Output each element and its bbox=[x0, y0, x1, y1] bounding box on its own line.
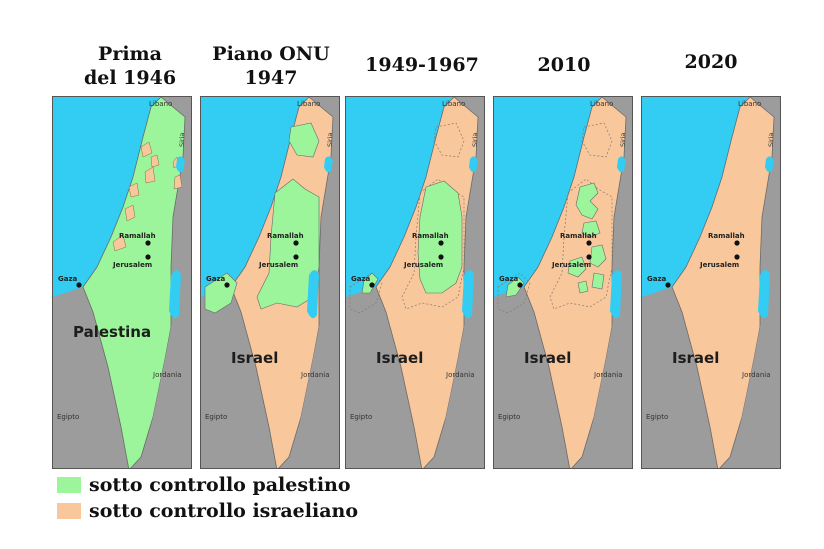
mediterranean-sea bbox=[642, 97, 750, 297]
ramallah-marker bbox=[438, 240, 444, 246]
label-ramallah: Ramallah bbox=[412, 232, 449, 240]
jerusalem-marker bbox=[586, 254, 592, 260]
label-ramallah: Ramallah bbox=[708, 232, 745, 240]
palestinian-zone-center bbox=[256, 178, 320, 310]
label-syria: Siria bbox=[619, 133, 627, 147]
legend-swatch-palestinian bbox=[57, 477, 81, 493]
israeli-controlled-area bbox=[671, 97, 775, 468]
label-ramallah: Ramallah bbox=[560, 232, 597, 240]
label-jerusalem: Jerusalem bbox=[112, 261, 152, 269]
label-palestine: Palestina bbox=[73, 323, 151, 341]
label-gaza: Gaza bbox=[58, 275, 78, 283]
label-israel: Israel bbox=[672, 349, 719, 367]
jerusalem-marker bbox=[734, 254, 740, 260]
label-egypt: Egipto bbox=[57, 413, 79, 421]
label-ramallah: Ramallah bbox=[267, 232, 304, 240]
label-gaza: Gaza bbox=[647, 275, 667, 283]
legend-swatch-israeli bbox=[57, 503, 81, 519]
palestinian-enclaves bbox=[567, 182, 607, 294]
label-jerusalem: Jerusalem bbox=[699, 261, 739, 269]
label-lebanon: Libano bbox=[590, 100, 613, 108]
map-panel-before-1946: Libano Siria Ramallah Jerusalem Gaza Pal… bbox=[52, 96, 192, 469]
sea-of-galilee bbox=[469, 156, 478, 173]
label-egypt: Egipto bbox=[646, 413, 668, 421]
label-gaza: Gaza bbox=[351, 275, 371, 283]
legend-israeli: sotto controllo israeliano bbox=[57, 500, 358, 522]
map-title-un-plan-1947: Piano ONU 1947 bbox=[212, 43, 330, 89]
sea-of-galilee bbox=[765, 156, 774, 173]
legend-label-palestinian: sotto controllo palestino bbox=[89, 474, 351, 496]
legend-label-israeli: sotto controllo israeliano bbox=[89, 500, 359, 522]
map-title-2020: 2020 bbox=[684, 51, 738, 73]
1947-plan-borders bbox=[349, 122, 465, 314]
label-jordan: Jordania bbox=[300, 371, 330, 379]
label-syria: Siria bbox=[326, 133, 334, 147]
label-jordan: Jordania bbox=[445, 371, 475, 379]
label-lebanon: Libano bbox=[442, 100, 465, 108]
ramallah-marker bbox=[293, 240, 299, 246]
ramallah-marker bbox=[734, 240, 740, 246]
map-panel-2020: Libano Siria Ramallah Jerusalem Gaza Isr… bbox=[641, 96, 781, 469]
dead-sea bbox=[758, 270, 770, 319]
jerusalem-marker bbox=[438, 254, 444, 260]
label-jerusalem: Jerusalem bbox=[551, 261, 591, 269]
label-lebanon: Libano bbox=[738, 100, 761, 108]
map-title-before-1946: Prima del 1946 bbox=[83, 43, 177, 89]
sea-of-galilee bbox=[176, 156, 185, 173]
map-panel-2010: Libano Siria Ramallah Jerusalem Gaza Isr… bbox=[493, 96, 633, 469]
legend-palestinian: sotto controllo palestino bbox=[57, 474, 351, 496]
gaza-strip bbox=[505, 276, 525, 298]
label-jordan: Jordania bbox=[593, 371, 623, 379]
gaza-marker bbox=[665, 282, 671, 288]
label-israel: Israel bbox=[231, 349, 278, 367]
palestinian-zone-gaza bbox=[204, 272, 238, 314]
palestinian-zone-north bbox=[288, 122, 320, 158]
west-bank bbox=[417, 180, 463, 294]
label-egypt: Egipto bbox=[498, 413, 520, 421]
label-syria: Siria bbox=[178, 133, 186, 147]
dead-sea bbox=[169, 270, 181, 319]
label-jordan: Jordania bbox=[741, 371, 771, 379]
label-lebanon: Libano bbox=[149, 100, 172, 108]
gaza-marker bbox=[224, 282, 230, 288]
label-jerusalem: Jerusalem bbox=[258, 261, 298, 269]
label-gaza: Gaza bbox=[206, 275, 226, 283]
gaza-marker bbox=[76, 282, 82, 288]
label-syria: Siria bbox=[767, 133, 775, 147]
jerusalem-marker bbox=[293, 254, 299, 260]
jordan-territory bbox=[289, 257, 339, 468]
label-jerusalem: Jerusalem bbox=[403, 261, 443, 269]
label-israel: Israel bbox=[524, 349, 571, 367]
mediterranean-sea bbox=[201, 97, 309, 297]
mediterranean-sea bbox=[346, 97, 454, 297]
label-israel: Israel bbox=[376, 349, 423, 367]
ramallah-marker bbox=[586, 240, 592, 246]
dead-sea bbox=[462, 270, 474, 319]
gaza-marker bbox=[517, 282, 523, 288]
sea-of-galilee bbox=[617, 156, 626, 173]
gaza-marker bbox=[369, 282, 375, 288]
ramallah-marker bbox=[145, 240, 151, 246]
label-egypt: Egipto bbox=[350, 413, 372, 421]
1947-plan-borders bbox=[497, 122, 613, 314]
mediterranean-sea bbox=[53, 97, 161, 297]
label-gaza: Gaza bbox=[499, 275, 519, 283]
mediterranean-sea bbox=[494, 97, 602, 297]
israeli-controlled-area bbox=[523, 97, 627, 468]
label-ramallah: Ramallah bbox=[119, 232, 156, 240]
map-panel-un-plan-1947: Libano Siria Ramallah Jerusalem Gaza Isr… bbox=[200, 96, 340, 469]
jerusalem-marker bbox=[145, 254, 151, 260]
label-jordan: Jordania bbox=[152, 371, 182, 379]
map-panel-1949-1967: Libano Siria Ramallah Jerusalem Gaza Isr… bbox=[345, 96, 485, 469]
dead-sea bbox=[610, 270, 622, 319]
dead-sea bbox=[307, 270, 319, 319]
map-title-1949-1967: 1949-1967 bbox=[365, 54, 479, 76]
label-syria: Siria bbox=[471, 133, 479, 147]
map-title-2010: 2010 bbox=[537, 54, 591, 76]
label-egypt: Egipto bbox=[205, 413, 227, 421]
label-lebanon: Libano bbox=[297, 100, 320, 108]
sea-of-galilee bbox=[324, 156, 333, 173]
